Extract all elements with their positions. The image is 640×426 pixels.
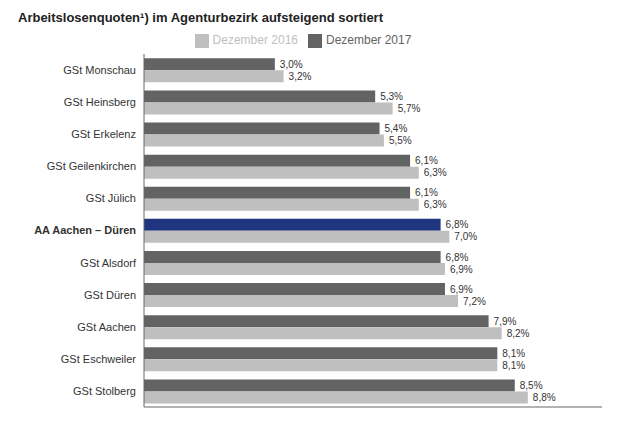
svg-text:6,9%: 6,9% [450,264,473,275]
svg-text:8,1%: 8,1% [502,348,525,359]
svg-text:6,1%: 6,1% [415,187,438,198]
svg-text:8,8%: 8,8% [533,392,556,403]
svg-text:GSt Jülich: GSt Jülich [86,192,136,204]
svg-text:3,2%: 3,2% [289,71,312,82]
svg-text:GSt Geilenkirchen: GSt Geilenkirchen [47,160,136,172]
svg-text:GSt Aachen: GSt Aachen [77,321,136,333]
html-text:Dezember 2016: Dezember 2016 [212,33,298,47]
html-text:Arbeitslosenquoten¹) im Agentu: Arbeitslosenquoten¹) im Agenturbezirk au… [18,10,383,25]
html-text:Dezember 2017: Dezember 2017 [326,33,412,47]
svg-text:6,9%: 6,9% [450,284,473,295]
svg-text:GSt Erkelenz: GSt Erkelenz [71,128,136,140]
svg-text:8,1%: 8,1% [502,360,525,371]
svg-text:6,8%: 6,8% [446,219,469,230]
svg-text:5,4%: 5,4% [385,123,408,134]
svg-text:GSt Stolberg: GSt Stolberg [73,385,136,397]
svg-text:5,5%: 5,5% [389,135,412,146]
svg-text:6,3%: 6,3% [424,199,447,210]
svg-text:7,0%: 7,0% [454,231,477,242]
svg-text:6,3%: 6,3% [424,167,447,178]
svg-text:GSt Heinsberg: GSt Heinsberg [64,96,136,108]
svg-text:5,3%: 5,3% [380,91,403,102]
svg-text:GSt Alsdorf: GSt Alsdorf [80,257,137,269]
svg-text:7,9%: 7,9% [494,316,517,327]
svg-text:AA Aachen – Düren: AA Aachen – Düren [34,224,136,236]
svg-text:3,0%: 3,0% [280,59,303,70]
svg-text:GSt Eschweiler: GSt Eschweiler [61,353,137,365]
svg-text:8,2%: 8,2% [507,328,530,339]
svg-text:GSt Monschau: GSt Monschau [63,64,136,76]
svg-text:8,5%: 8,5% [520,380,543,391]
svg-text:6,8%: 6,8% [446,252,469,263]
svg-text:5,7%: 5,7% [398,103,421,114]
svg-text:GSt Düren: GSt Düren [84,289,136,301]
svg-text:6,1%: 6,1% [415,155,438,166]
svg-text:7,2%: 7,2% [463,296,486,307]
